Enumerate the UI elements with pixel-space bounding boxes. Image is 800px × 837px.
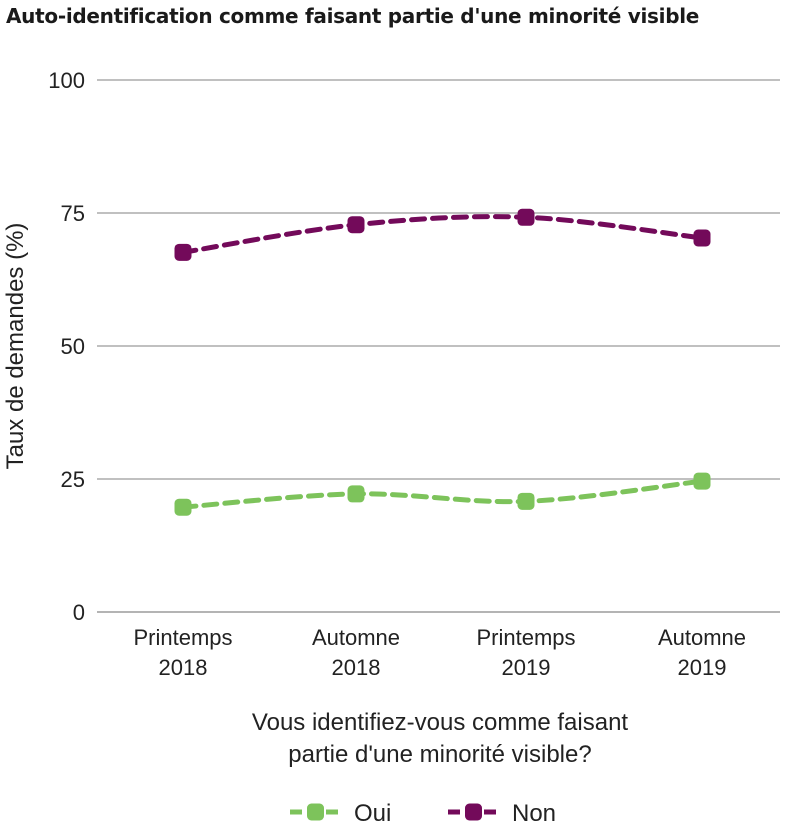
y-axis-title: Taux de demandes (%) (2, 223, 29, 470)
gridlines (97, 79, 780, 613)
data-point-non-0 (174, 243, 192, 261)
data-point-oui-2 (517, 492, 535, 510)
series-lines (180, 214, 705, 510)
x-tick-label: 2019 (678, 655, 727, 680)
y-tick-labels: 0 25 50 75 100 (48, 68, 85, 625)
x-axis-title-line-1: Vous identifiez-vous comme faisant (252, 709, 629, 736)
data-point-non-1 (347, 216, 365, 234)
x-tick-labels: Printemps 2018 Automne 2018 Printemps 2019 Aut… (133, 625, 746, 680)
legend-marker-non (465, 803, 482, 821)
y-tick-label: 100 (48, 68, 85, 93)
data-point-oui-3 (693, 472, 711, 490)
x-tick-label: Printemps (133, 625, 232, 650)
x-tick-label: Automne (658, 625, 746, 650)
data-point-oui-0 (174, 498, 192, 516)
y-tick-label: 75 (61, 201, 85, 226)
x-axis-title-line-2: partie d'une minorité visible? (288, 741, 591, 768)
data-point-non-3 (693, 229, 711, 247)
y-tick-label: 25 (61, 467, 85, 492)
legend-label-oui: Oui (354, 800, 391, 827)
legend-label-non: Non (512, 800, 556, 827)
series-points (174, 208, 711, 516)
y-tick-label: 50 (61, 334, 85, 359)
x-tick-label: 2018 (332, 655, 381, 680)
series-line-non (180, 214, 705, 255)
x-tick-label: Automne (312, 625, 400, 650)
y-tick-label: 0 (73, 600, 85, 625)
data-point-oui-1 (347, 485, 365, 503)
x-tick-label: 2019 (502, 655, 551, 680)
data-point-non-2 (517, 208, 535, 226)
legend: Oui Non (290, 800, 556, 827)
x-tick-label: Printemps (476, 625, 575, 650)
series-line-oui (180, 478, 705, 510)
legend-marker-oui (307, 803, 324, 821)
x-tick-label: 2018 (159, 655, 208, 680)
chart-title: Auto-identification comme faisant partie… (6, 4, 700, 28)
